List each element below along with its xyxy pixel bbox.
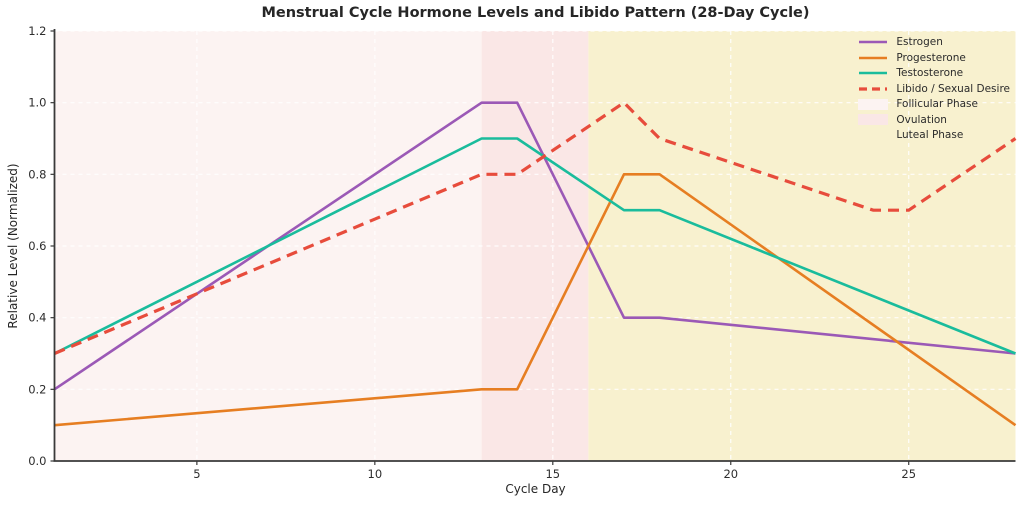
axis-ticks: 5 10 15 20 25 0.0 0.2 0.4 0.6 0.8 1.0 1.2	[28, 24, 916, 481]
series-line-progesterone	[54, 173, 1017, 427]
y-tick-label: 1.2	[28, 24, 46, 38]
y-tick-label: 0.0	[28, 454, 46, 468]
legend-label: Testosterone	[896, 67, 964, 79]
legend-entry-progesterone: Progesterone	[858, 52, 1010, 65]
y-tick-label: 0.8	[28, 167, 46, 181]
legend-entry-ovulation: Ovulation	[858, 114, 1010, 127]
legend-label: Luteal Phase	[896, 129, 964, 141]
legend-entry-libido-sexual-desire: Libido / Sexual Desire	[858, 83, 1010, 96]
legend-label: Progesterone	[896, 51, 966, 64]
legend-line-swatch-progesterone	[859, 56, 888, 60]
legend-label: Estrogen	[896, 36, 943, 48]
chart-title: Menstrual Cycle Hormone Levels and Libid…	[261, 5, 810, 21]
legend-patch-swatch-ovulation	[858, 114, 889, 126]
y-tick-label: 0.6	[28, 239, 46, 253]
y-tick-label: 1.0	[28, 96, 46, 110]
legend-label: Follicular Phase	[896, 98, 978, 110]
series-line-testosterone	[53, 137, 1016, 355]
x-tick-label: 25	[901, 467, 916, 481]
x-tick-label: 15	[545, 467, 560, 481]
y-tick-label: 0.2	[28, 382, 46, 396]
x-axis-label: Cycle Day	[505, 482, 566, 496]
legend-entry-follicular-phase: Follicular Phase	[858, 98, 1010, 111]
x-tick-label: 5	[193, 467, 200, 481]
legend-entry-estrogen: Estrogen	[858, 36, 1010, 49]
legend-line-swatch-testosterone	[859, 71, 888, 75]
y-axis-label: Relative Level (Normalized)	[6, 163, 20, 329]
gridlines	[54, 30, 1016, 461]
chart-legend: Estrogen Progesterone Testosterone Libido /…	[858, 36, 1010, 142]
legend-line-swatch-estrogen	[859, 40, 888, 44]
x-tick-label: 10	[368, 467, 383, 481]
legend-patch-swatch-follicular-phase	[858, 98, 889, 110]
series-line-libido-sexual-desire	[53, 101, 1017, 355]
legend-entry-testosterone: Testosterone	[858, 67, 1010, 80]
x-tick-label: 20	[723, 467, 738, 481]
legend-line-swatch-libido-sexual-desire	[859, 87, 888, 91]
legend-label: Ovulation	[896, 113, 947, 126]
legend-patch-swatch-luteal-phase	[858, 129, 889, 141]
y-tick-label: 0.4	[28, 311, 46, 325]
legend-entry-luteal-phase: Luteal Phase	[858, 129, 1010, 142]
legend-label: Libido / Sexual Desire	[896, 82, 1010, 95]
series-line-estrogen	[53, 101, 1016, 391]
